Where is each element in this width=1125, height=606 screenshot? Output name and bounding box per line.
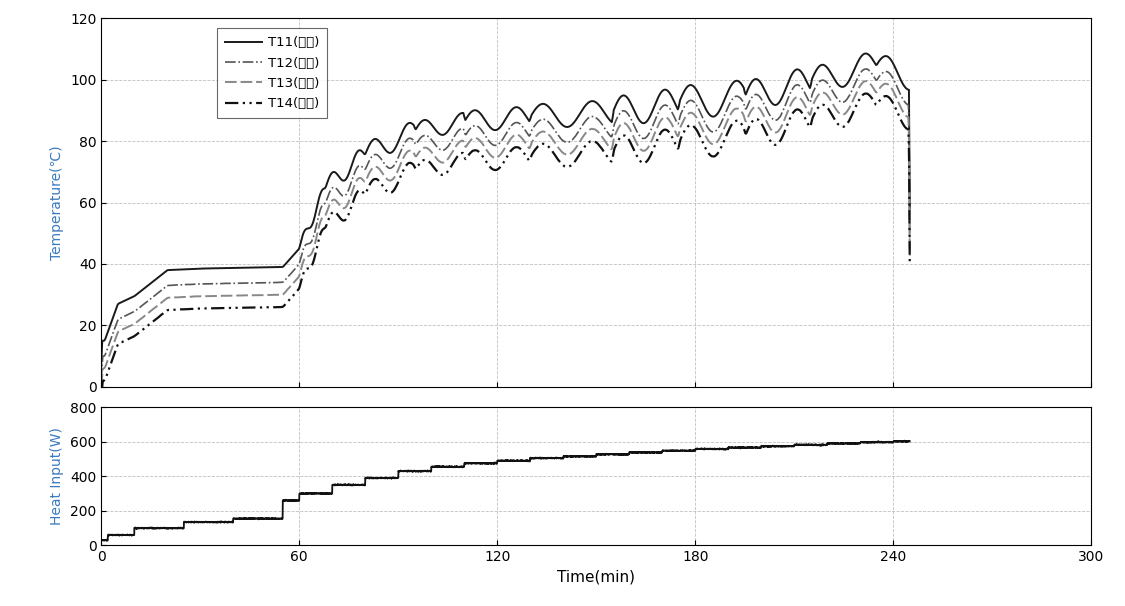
T14(히터) [903, 260, 917, 267]
T12(히터) [838, 98, 852, 105]
T11(히터) [94, 360, 108, 367]
T13(히터) [441, 156, 454, 163]
T13(히터) [903, 252, 917, 259]
T13(히터) [860, 78, 873, 85]
T12(히터) [682, 98, 695, 105]
T11(히터) [858, 50, 872, 57]
T14(히터) [682, 122, 695, 130]
Y-axis label: Temperature(℃): Temperature(℃) [51, 145, 64, 260]
X-axis label: Time(min): Time(min) [557, 570, 636, 585]
T13(히터) [879, 80, 892, 87]
T11(히터) [903, 205, 917, 212]
T12(히터) [879, 68, 892, 75]
T11(히터) [478, 117, 492, 124]
Legend: T11(히터), T12(히터), T13(히터), T14(히터): T11(히터), T12(히터), T13(히터), T14(히터) [217, 28, 327, 118]
T14(히터) [860, 90, 873, 97]
T14(히터) [434, 171, 448, 178]
T12(히터) [434, 146, 448, 153]
T13(히터) [434, 159, 448, 166]
Line: T14(히터): T14(히터) [101, 93, 910, 392]
T14(히터) [478, 157, 492, 164]
T11(히터) [838, 82, 852, 90]
T11(히터) [441, 128, 454, 136]
T12(히터) [860, 65, 873, 73]
T13(히터) [838, 110, 852, 118]
T14(히터) [879, 93, 892, 100]
Line: T12(히터): T12(히터) [101, 69, 910, 379]
Y-axis label: Heat Input(W): Heat Input(W) [51, 427, 64, 525]
T13(히터) [682, 110, 695, 117]
T14(히터) [441, 168, 454, 176]
T14(히터) [94, 388, 108, 396]
T11(히터) [682, 82, 695, 89]
Line: T13(히터): T13(히터) [101, 81, 910, 386]
T13(히터) [478, 144, 492, 152]
Line: T11(히터): T11(히터) [101, 53, 910, 364]
T12(히터) [94, 376, 108, 383]
T12(히터) [441, 144, 454, 151]
T14(히터) [838, 122, 852, 130]
T11(히터) [879, 53, 892, 60]
T11(히터) [434, 131, 448, 138]
T12(히터) [903, 244, 917, 251]
T12(히터) [478, 132, 492, 139]
T13(히터) [94, 382, 108, 390]
